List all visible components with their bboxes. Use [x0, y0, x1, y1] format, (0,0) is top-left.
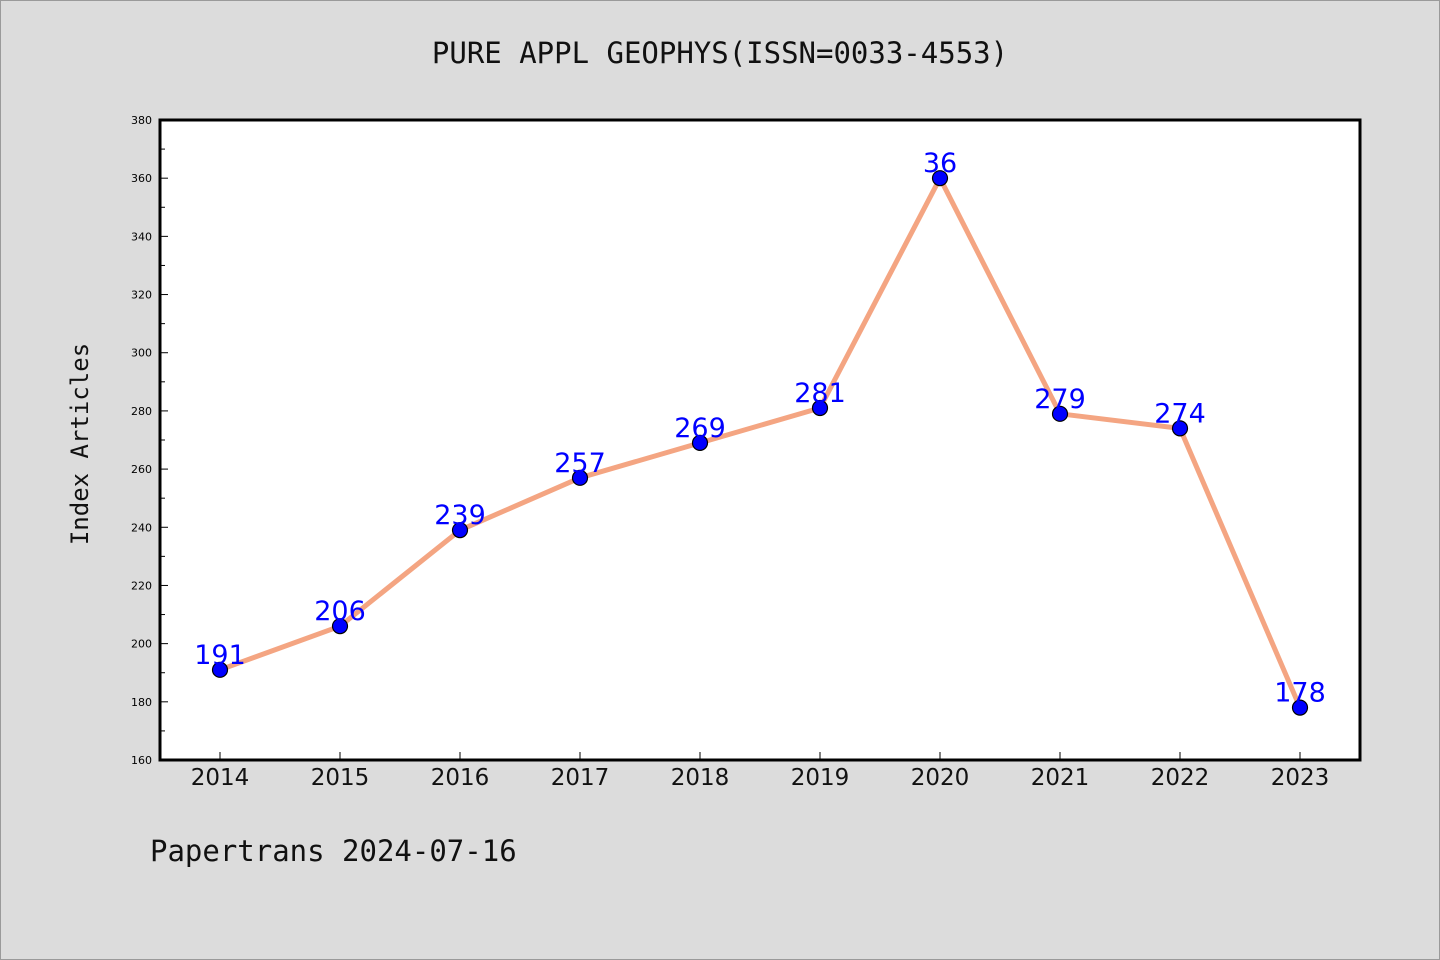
series-line — [217, 175, 1303, 711]
data-label: 206 — [314, 596, 366, 627]
data-point — [211, 661, 229, 678]
data-label: 274 — [1154, 398, 1206, 429]
x-tick-label: 2014 — [191, 765, 250, 791]
x-tick-label: 2019 — [791, 765, 850, 791]
y-tick-label: 160 — [131, 754, 152, 767]
x-tick-label: 2015 — [311, 765, 370, 791]
data-label: 191 — [194, 640, 246, 671]
footer-text: Papertrans 2024-07-16 — [150, 834, 517, 868]
y-tick-label: 180 — [131, 696, 152, 709]
chart-title: PURE APPL GEOPHYS(ISSN=0033-4553) — [431, 36, 1009, 70]
y-tick-label: 280 — [131, 405, 152, 418]
data-label: 257 — [554, 448, 606, 479]
data-point — [331, 618, 349, 635]
data-point — [931, 170, 949, 187]
data-point — [811, 399, 829, 417]
y-tick-label: 200 — [131, 638, 152, 651]
y-tick-label: 300 — [131, 347, 152, 360]
plot-border — [158, 118, 1362, 762]
y-tick-label: 360 — [131, 172, 152, 185]
y-tick-label: 240 — [131, 521, 152, 534]
data-point — [691, 434, 709, 452]
x-tick-label: 2022 — [1151, 765, 1210, 791]
data-point — [571, 469, 589, 486]
y-tick-label: 260 — [131, 463, 152, 476]
x-tick-label: 2016 — [431, 765, 490, 791]
data-point — [1051, 405, 1069, 422]
data-label: 269 — [674, 413, 726, 444]
x-tick-label: 2023 — [1271, 765, 1330, 791]
y-tick-label: 380 — [131, 114, 152, 127]
plot-area — [160, 120, 1360, 760]
data-point — [1171, 420, 1189, 437]
data-point — [451, 522, 469, 539]
y-tick-label: 220 — [131, 579, 152, 592]
y-tick-label: 340 — [131, 230, 152, 243]
x-tick-label: 2020 — [911, 765, 970, 791]
data-label: 239 — [434, 500, 486, 531]
data-point — [1291, 699, 1309, 716]
data-label: 178 — [1274, 678, 1326, 709]
x-tick-label: 2021 — [1031, 765, 1090, 791]
y-tick-label: 320 — [131, 289, 152, 302]
data-label: 281 — [794, 378, 846, 409]
x-tick-label: 2017 — [551, 765, 610, 791]
x-tick-label: 2018 — [671, 765, 730, 791]
data-label: 279 — [1034, 384, 1086, 415]
data-label: 36 — [923, 148, 957, 179]
